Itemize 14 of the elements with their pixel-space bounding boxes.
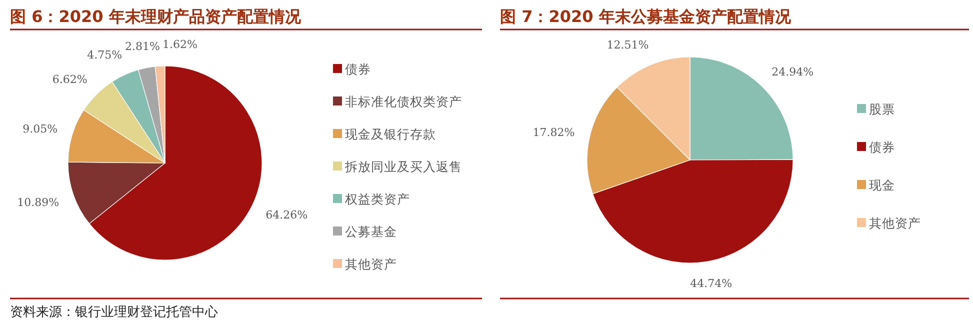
legend-label: 公募基金 <box>345 224 397 239</box>
chart-title: 图 6：2020 年末理财产品资产配置情况 <box>10 7 302 26</box>
legend-label: 拆放同业及买入返售 <box>344 159 462 174</box>
text: 资料来源：银行业理财登记托管中心 <box>10 304 218 320</box>
legend-label: 权益类资产 <box>344 192 410 206</box>
legend-label: 债券 <box>869 140 895 154</box>
legend-label: 现金 <box>869 178 895 192</box>
legend-label: 非标准化债权类资产 <box>345 94 462 109</box>
legend-label: 其他资产 <box>869 216 921 230</box>
chart-title: 图 7：2020 年末公募基金资产配置情况 <box>500 7 792 26</box>
legend-label: 股票 <box>869 102 895 116</box>
legend-label: 债券 <box>345 62 371 76</box>
legend-label: 现金及银行存款 <box>345 126 436 142</box>
legend-label: 其他资产 <box>345 256 397 272</box>
